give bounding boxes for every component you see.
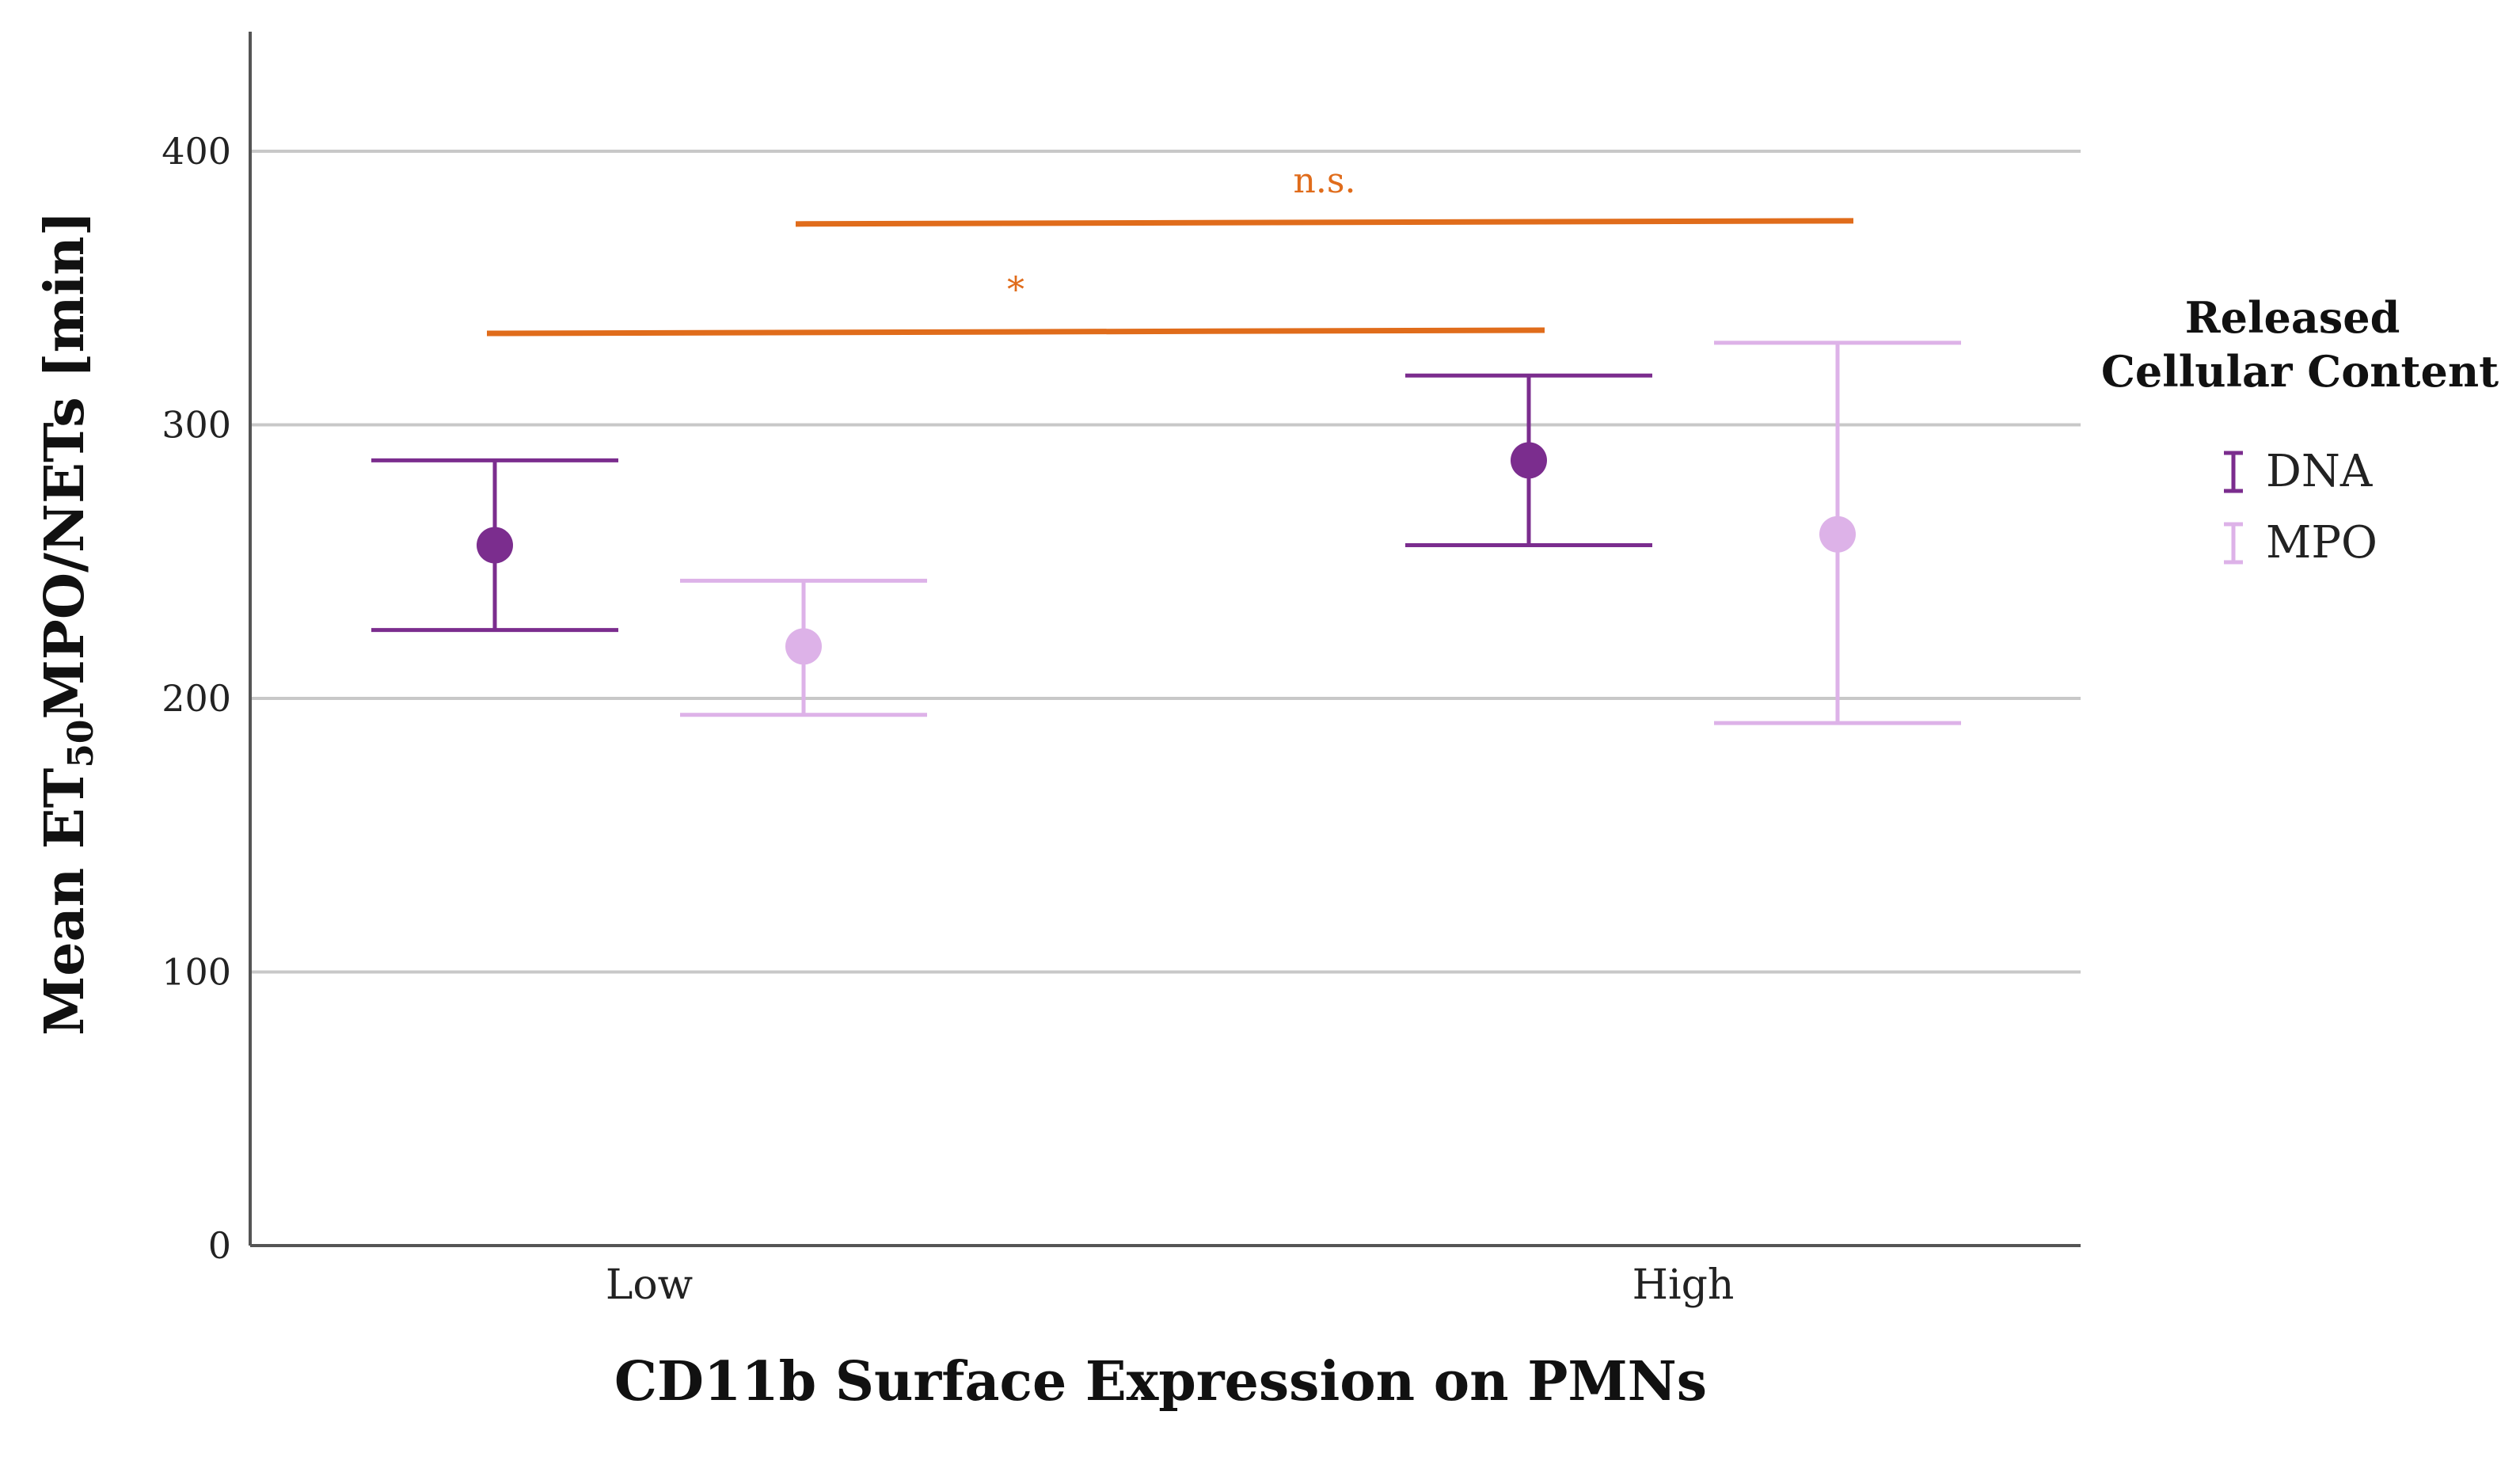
significance-line [486, 327, 1545, 337]
error-bar-mpo-low [680, 578, 927, 717]
legend: Released Cellular Content DNA MPO [2101, 292, 2499, 569]
error-bar-mpo-high [1714, 340, 1961, 725]
mean-point [1819, 515, 1856, 553]
mean-point [785, 628, 822, 665]
significance-bracket: n.s. [795, 161, 1854, 227]
legend-item-mpo: MPO [2224, 517, 2377, 569]
legend-title-line-1: Released [2185, 292, 2400, 343]
x-axis-title: CD11b Surface Expression on PMNs [614, 1350, 1707, 1413]
legend-items: DNA MPO [2224, 446, 2377, 569]
y-tick-label: 200 [162, 677, 231, 720]
significance-label: * [1007, 270, 1024, 310]
x-category-label: High [1632, 1261, 1735, 1309]
mean-point [1511, 442, 1547, 479]
legend-label: MPO [2266, 517, 2377, 569]
y-tick-label: 0 [208, 1224, 231, 1267]
y-tick-label: 400 [162, 130, 231, 173]
legend-item-dna: DNA [2224, 446, 2373, 497]
legend-label: DNA [2266, 446, 2373, 497]
y-tick-label: 100 [162, 951, 231, 994]
y-tick-label: 300 [162, 404, 231, 447]
significance-line [795, 218, 1854, 227]
error-bar-dna-low [371, 458, 618, 633]
x-category-labels: Low High [606, 1261, 1735, 1309]
data-marks [371, 340, 1961, 725]
significance-label: n.s. [1294, 161, 1356, 201]
legend-title-line-2: Cellular Content [2101, 346, 2499, 397]
mean-point [477, 527, 513, 564]
axes [249, 32, 2081, 1247]
x-category-label: Low [606, 1261, 693, 1309]
y-axis-title: Mean ET50MPO/NETs [min] [33, 211, 101, 1036]
significance-bracket: * [486, 270, 1545, 337]
gridlines [250, 150, 2081, 974]
error-bar-dna-high [1405, 373, 1652, 548]
y-tick-labels: 0 100 200 300 400 [162, 130, 231, 1267]
y-axis-title-prefix: Mean ET [33, 768, 97, 1036]
significance-annotations: * n.s. [486, 161, 1854, 337]
y-axis-title-subscript: 50 [61, 719, 101, 767]
y-axis-title-suffix: MPO/NETs [min] [33, 211, 97, 719]
legend-title: Released Cellular Content [2101, 292, 2499, 397]
